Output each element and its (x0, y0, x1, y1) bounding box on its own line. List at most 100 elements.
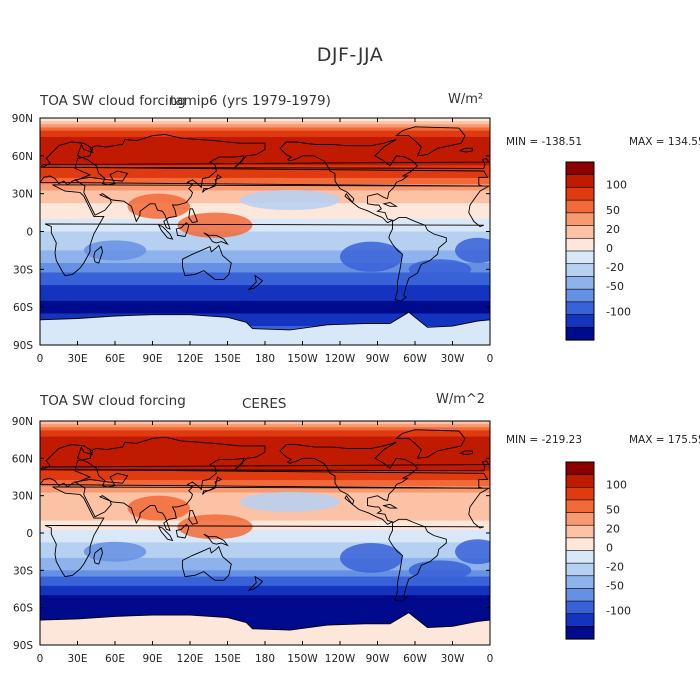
field-feature (340, 542, 403, 573)
y-tick-label: 30S (13, 565, 33, 577)
field-band (40, 623, 490, 627)
field-band (40, 294, 490, 299)
coastline-phil (188, 510, 199, 525)
field-band (40, 570, 490, 575)
colorbar-swatch (565, 600, 595, 615)
x-tick-label: 90W (366, 353, 390, 365)
colorbar-swatch (565, 461, 595, 476)
coastline-namerica (279, 441, 419, 525)
field-band (40, 256, 490, 261)
field-band (40, 470, 490, 475)
field-band (40, 551, 490, 556)
coastline-sumatra (157, 224, 174, 240)
field-band (40, 130, 490, 135)
colorbar-swatch (565, 537, 595, 552)
coastline-japan (202, 174, 223, 193)
colorbar-label: 50 (606, 204, 620, 217)
x-tick-label: 90E (143, 653, 163, 665)
field-band (40, 613, 490, 618)
field-band (40, 222, 490, 226)
coastline-nz (247, 274, 264, 291)
field-band (40, 140, 490, 144)
field-band (40, 250, 490, 255)
panel2-title: TOA SW cloud forcing (40, 393, 186, 409)
colorbar-label: 20 (606, 223, 620, 236)
panel2-max: MAX = 175.55 (629, 434, 700, 446)
field-band (40, 237, 490, 242)
coastline-newguinea (203, 232, 229, 246)
y-tick-label: 30N (12, 491, 33, 503)
field-band (40, 228, 490, 233)
field-feature (240, 491, 340, 512)
field-band (40, 184, 490, 188)
coastline-greenland (395, 126, 466, 157)
colorbar-swatch (565, 174, 595, 189)
coastline-iceland (458, 450, 473, 456)
x-tick-label: 0 (37, 653, 44, 665)
field-band (40, 127, 490, 132)
colorbar-swatch (565, 288, 595, 303)
coastline-namerica (279, 138, 419, 224)
field-band (40, 316, 490, 321)
field-band (40, 607, 490, 612)
colorbar-label: -100 (606, 306, 631, 319)
field-band (40, 269, 490, 274)
field-band (40, 225, 490, 229)
x-tick-label: 0 (487, 353, 494, 365)
panel1-subtitle: tamip6 (yrs 1979-1979) (170, 93, 331, 109)
y-tick-label: 90S (13, 340, 33, 352)
panel1-title: TOA SW cloud forcing (40, 93, 186, 109)
field-band (40, 433, 490, 438)
colorbar-swatch (565, 225, 595, 239)
field-band (40, 266, 490, 270)
field-band (40, 275, 490, 280)
x-tick-label: 30E (68, 353, 88, 365)
x-tick-label: 120E (177, 653, 204, 665)
field-band (40, 231, 490, 236)
field-band (40, 520, 490, 525)
field-band (40, 545, 490, 550)
field-band (40, 300, 490, 305)
field-band (40, 291, 490, 296)
panel1-units: W/m² (448, 92, 484, 107)
colorbar-swatch (565, 512, 595, 526)
field-band (40, 424, 490, 428)
y-tick-label: 0 (26, 227, 33, 239)
x-tick-label: 90W (366, 653, 390, 665)
colorbar-label: 0 (606, 542, 613, 555)
colorbar-swatch (565, 588, 595, 602)
field-band (40, 304, 490, 308)
field-band (40, 592, 490, 596)
field-feature (83, 240, 147, 261)
x-tick-label: 150W (287, 653, 318, 665)
colorbar-swatch (565, 301, 595, 316)
field-band (40, 319, 490, 324)
x-tick-label: 90E (143, 353, 163, 365)
field-band (40, 489, 490, 494)
field-band (40, 152, 490, 157)
x-tick-label: 60E (105, 653, 125, 665)
coastline-newguinea (203, 533, 229, 547)
field-band (40, 455, 490, 459)
colorbar-swatch (565, 486, 595, 501)
colorbar-swatch (565, 237, 595, 252)
field-band (40, 162, 490, 166)
y-tick-label: 0 (26, 528, 33, 540)
field-feature (408, 560, 472, 581)
x-tick-label: 120W (325, 353, 356, 365)
colorbar-swatch (565, 562, 595, 577)
coastline-europe (40, 444, 489, 489)
field-band (40, 529, 490, 534)
field-band (40, 477, 490, 481)
coastline-antarctica (40, 612, 490, 645)
field-feature (455, 539, 490, 565)
field-band (40, 121, 490, 125)
colorbar-label: 20 (606, 523, 620, 536)
coastline-europe-wrap (0, 445, 38, 489)
main-title: DJF-JJA (316, 44, 384, 66)
field-band (40, 174, 490, 179)
field-band (40, 240, 490, 245)
field-band (40, 212, 490, 217)
field-band (40, 307, 490, 311)
panel1-min: MIN = -138.51 (506, 136, 583, 148)
